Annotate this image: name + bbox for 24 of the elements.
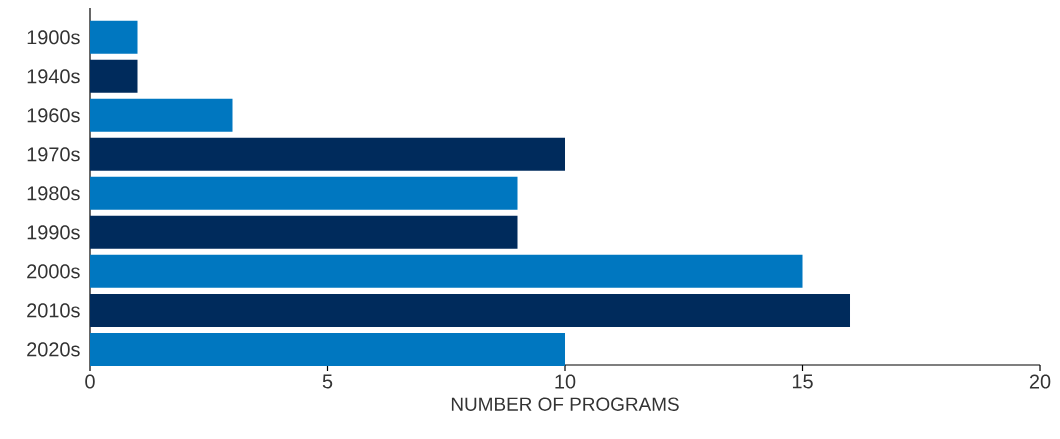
x-tick-label: 0 xyxy=(85,374,95,389)
x-tick-label: 20 xyxy=(1029,374,1051,389)
y-tick-label: 2020s xyxy=(27,342,80,357)
y-tick-label: 1940s xyxy=(27,69,80,84)
y-tick-label: 2000s xyxy=(27,264,80,279)
y-tick-label: 1980s xyxy=(27,186,80,201)
bar xyxy=(90,59,138,93)
y-tick-label: 2010s xyxy=(27,303,80,318)
bar xyxy=(90,293,851,327)
y-tick-label: 1990s xyxy=(27,225,80,240)
y-tick-label: 1970s xyxy=(27,147,80,162)
bar xyxy=(90,332,565,366)
bar xyxy=(90,215,518,249)
x-tick-label: 5 xyxy=(322,374,333,389)
x-tick-label: 15 xyxy=(792,374,813,389)
bar xyxy=(90,137,565,171)
y-tick-label: 1900s xyxy=(27,30,80,45)
bar xyxy=(90,176,518,210)
bar xyxy=(90,254,803,288)
x-axis-title: NUMBER OF PROGRAMS xyxy=(451,397,679,411)
y-tick-label: 1960s xyxy=(27,108,80,123)
x-tick-label: 10 xyxy=(555,374,576,389)
bar xyxy=(90,20,138,54)
bar xyxy=(90,98,233,132)
